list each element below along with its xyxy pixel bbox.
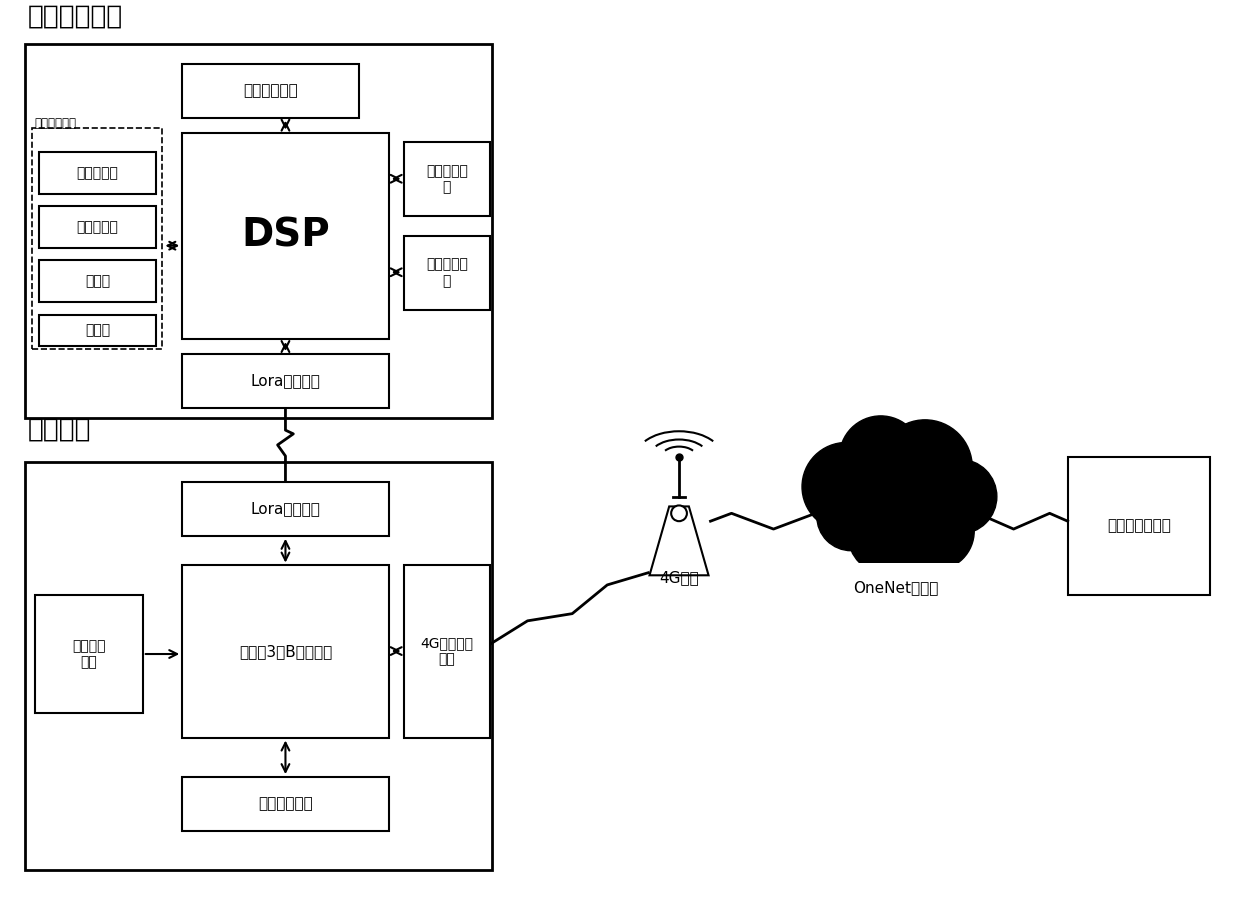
Circle shape bbox=[895, 491, 975, 571]
Text: 预留功能模块: 预留功能模块 bbox=[258, 796, 312, 812]
Bar bbox=[182, 565, 389, 738]
Text: 控制输出模
块: 控制输出模 块 bbox=[425, 164, 467, 194]
Circle shape bbox=[923, 459, 997, 534]
Bar bbox=[40, 206, 155, 248]
Bar bbox=[182, 482, 389, 536]
Bar bbox=[403, 142, 490, 216]
Bar bbox=[25, 462, 492, 870]
Circle shape bbox=[878, 419, 972, 514]
Text: DSP: DSP bbox=[241, 217, 330, 255]
Circle shape bbox=[671, 506, 687, 521]
Polygon shape bbox=[650, 507, 708, 575]
Bar bbox=[182, 777, 389, 831]
Text: 控制输入模
块: 控制输入模 块 bbox=[425, 257, 467, 288]
Text: 压力传感器: 压力传感器 bbox=[77, 166, 119, 180]
Text: 自动控制模块: 自动控制模块 bbox=[27, 4, 123, 29]
Text: 4G无线通信
模块: 4G无线通信 模块 bbox=[420, 636, 474, 667]
Bar bbox=[403, 565, 490, 738]
Circle shape bbox=[848, 499, 923, 573]
Text: Lora通信模块: Lora通信模块 bbox=[250, 374, 320, 389]
Bar bbox=[40, 152, 155, 194]
Text: 视频采集
模块: 视频采集 模块 bbox=[72, 639, 105, 669]
Bar bbox=[31, 128, 162, 349]
Text: 上位机监控界面: 上位机监控界面 bbox=[1107, 518, 1171, 534]
Text: 预留功能模块: 预留功能模块 bbox=[243, 83, 298, 98]
Text: 待扩展: 待扩展 bbox=[86, 323, 110, 338]
Bar bbox=[182, 132, 389, 339]
Circle shape bbox=[817, 482, 885, 551]
Bar bbox=[182, 64, 360, 118]
Bar bbox=[797, 563, 994, 615]
Text: 编码器: 编码器 bbox=[86, 274, 110, 288]
Bar bbox=[25, 44, 492, 418]
Bar bbox=[40, 260, 155, 302]
Text: Lora通信模块: Lora通信模块 bbox=[250, 501, 320, 517]
Text: 树莓派3代B型处理器: 树莓派3代B型处理器 bbox=[239, 644, 332, 659]
Text: 温度传感器: 温度传感器 bbox=[77, 220, 119, 234]
Bar bbox=[182, 354, 389, 408]
Circle shape bbox=[802, 443, 890, 531]
Bar bbox=[403, 236, 490, 310]
Text: 信号处理模块: 信号处理模块 bbox=[35, 117, 77, 130]
Bar bbox=[35, 595, 143, 713]
Bar bbox=[1068, 457, 1210, 595]
Text: OneNet云平台: OneNet云平台 bbox=[853, 580, 939, 595]
Bar bbox=[40, 315, 155, 346]
Text: 4G基站: 4G基站 bbox=[660, 570, 699, 585]
Text: 网关模块: 网关模块 bbox=[27, 417, 92, 443]
Circle shape bbox=[839, 416, 923, 499]
